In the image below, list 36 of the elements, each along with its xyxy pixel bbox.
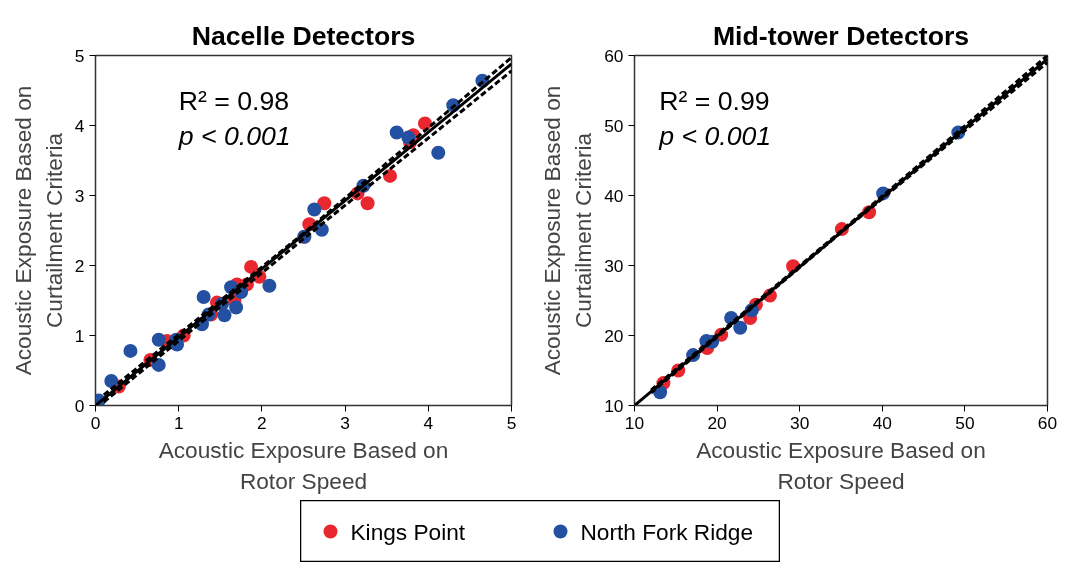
- y-tick-label: 0: [74, 395, 85, 416]
- annotation: p < 0.001: [658, 121, 772, 151]
- y-tick-label: 50: [604, 115, 624, 136]
- annotation: R² = 0.99: [659, 86, 770, 116]
- annotation: p < 0.001: [177, 121, 291, 151]
- x-tick-label: 50: [955, 412, 975, 433]
- y-tick-label: 1: [74, 325, 85, 346]
- x-tick-label: 20: [707, 412, 727, 433]
- annotation: R² = 0.98: [178, 86, 290, 116]
- y-axis-title: Acoustic Exposure Based on Curtailment Criteria: [539, 85, 597, 376]
- legend-label: Kings Point: [350, 518, 466, 545]
- x-tick-label: 40: [872, 412, 892, 433]
- y-tick-label: 5: [74, 45, 85, 66]
- x-tick-label: 30: [790, 412, 810, 433]
- chart-title: Nacelle Detectors: [191, 20, 416, 51]
- x-tick-label: 5: [506, 412, 517, 433]
- x-tick-label: 3: [340, 412, 350, 433]
- x-tick-label: 1: [173, 412, 184, 433]
- x-tick-label: 2: [257, 412, 267, 433]
- y-tick-label: 10: [604, 395, 624, 416]
- y-tick-label: 20: [604, 325, 624, 346]
- y-tick-label: 30: [604, 255, 624, 276]
- x-axis-title: Acoustic Exposure Based on Rotor Speed: [158, 436, 449, 494]
- chart-title: Mid-tower Detectors: [712, 20, 970, 51]
- legend-label: North Fork Ridge: [580, 518, 753, 545]
- y-tick-label: 60: [604, 45, 624, 66]
- x-tick-label: 10: [624, 412, 645, 433]
- x-tick-label: 0: [90, 412, 101, 433]
- x-axis-title: Acoustic Exposure Based on Rotor Speed: [696, 436, 986, 494]
- y-axis-title: Acoustic Exposure Based on Curtailment Criteria: [9, 85, 67, 376]
- y-tick-label: 40: [604, 185, 624, 206]
- y-tick-label: 2: [74, 255, 85, 276]
- y-tick-label: 3: [74, 185, 85, 206]
- x-tick-label: 4: [423, 412, 434, 433]
- y-tick-label: 4: [74, 115, 85, 136]
- x-tick-label: 60: [1037, 412, 1058, 433]
